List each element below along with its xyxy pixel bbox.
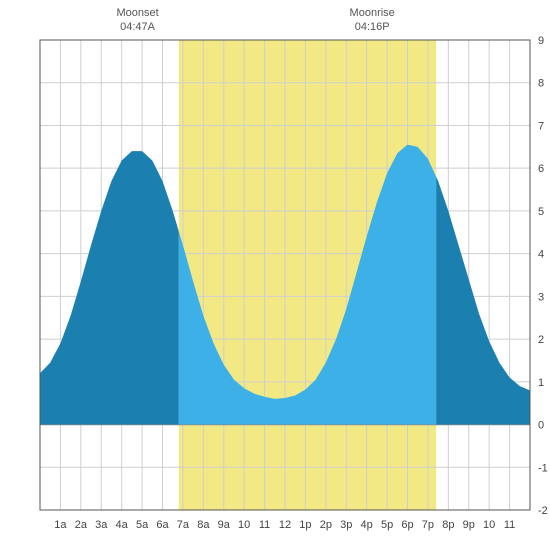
- moonset-label: Moonset04:47A: [116, 6, 158, 35]
- x-tick-label: 1a: [54, 519, 67, 531]
- x-tick-label: 8p: [442, 519, 454, 531]
- moonrise-title: Moonrise: [350, 6, 395, 20]
- moonrise-label: Moonrise04:16P: [350, 6, 395, 35]
- x-tick-label: 9p: [463, 519, 475, 531]
- x-tick-label: 10: [483, 519, 495, 531]
- moonrise-time: 04:16P: [350, 20, 395, 34]
- x-tick-label: 3p: [340, 519, 352, 531]
- x-tick-label: 3a: [95, 519, 108, 531]
- y-tick-label: -1: [538, 462, 548, 474]
- y-tick-label: 6: [538, 163, 544, 175]
- x-tick-label: 8a: [197, 519, 210, 531]
- x-tick-label: 12: [279, 519, 291, 531]
- tide-chart: 1a2a3a4a5a6a7a8a9a1011121p2p3p4p5p6p7p8p…: [0, 0, 550, 550]
- y-tick-label: 5: [538, 206, 544, 218]
- x-tick-label: 7p: [422, 519, 434, 531]
- x-tick-label: 4p: [361, 519, 373, 531]
- y-tick-label: 0: [538, 420, 544, 432]
- x-tick-label: 10: [238, 519, 250, 531]
- moonset-title: Moonset: [116, 6, 158, 20]
- x-tick-label: 11: [504, 519, 515, 531]
- y-tick-label: 1: [538, 377, 544, 389]
- y-tick-label: 2: [538, 334, 544, 346]
- x-tick-label: 11: [259, 519, 270, 531]
- y-tick-label: 4: [538, 249, 544, 261]
- x-tick-label: 6p: [401, 519, 413, 531]
- x-tick-label: 6a: [156, 519, 169, 531]
- x-tick-label: 4a: [116, 519, 129, 531]
- y-tick-label: -2: [538, 505, 548, 517]
- y-tick-label: 3: [538, 291, 544, 303]
- x-tick-label: 7a: [177, 519, 190, 531]
- moonset-time: 04:47A: [116, 20, 158, 34]
- chart-svg: 1a2a3a4a5a6a7a8a9a1011121p2p3p4p5p6p7p8p…: [0, 0, 550, 550]
- y-tick-label: 8: [538, 78, 544, 90]
- x-tick-label: 2p: [320, 519, 332, 531]
- y-tick-label: 9: [538, 35, 544, 47]
- y-tick-label: 7: [538, 120, 544, 132]
- x-tick-label: 1p: [299, 519, 311, 531]
- x-tick-label: 9a: [218, 519, 231, 531]
- x-tick-label: 5a: [136, 519, 149, 531]
- x-tick-label: 2a: [75, 519, 88, 531]
- x-tick-label: 5p: [381, 519, 393, 531]
